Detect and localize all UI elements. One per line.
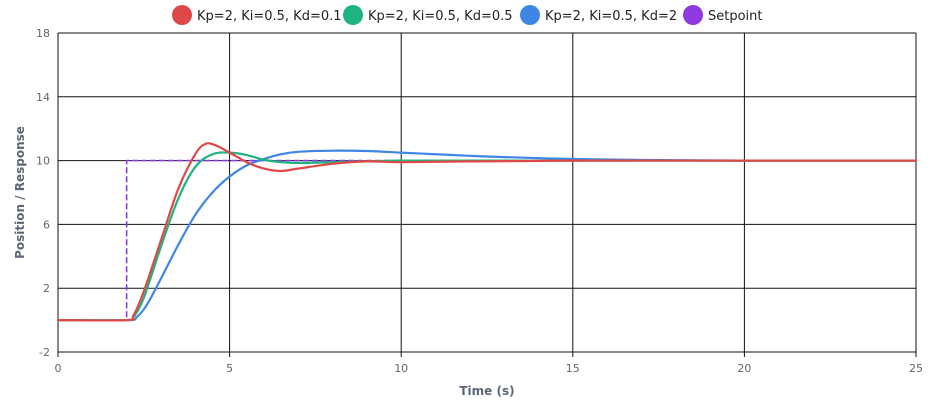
y-axis-title: Position / Response (13, 126, 27, 259)
legend-swatch-1 (343, 5, 363, 25)
x-tick-label: 25 (909, 362, 923, 375)
legend-swatch-2 (520, 5, 540, 25)
legend-label-2: Kp=2, Ki=0.5, Kd=2 (545, 9, 677, 24)
axis-ticks: 0 5 10 15 20 25 -2 2 6 10 14 18 (36, 27, 923, 375)
y-tick-label: -2 (39, 346, 50, 359)
series-line-1 (56, 151, 918, 322)
grid (57, 32, 917, 353)
series-line-2 (56, 149, 918, 322)
x-axis-title: Time (s) (459, 384, 514, 398)
y-tick-label: 10 (36, 155, 50, 168)
y-tick-label: 18 (36, 27, 50, 40)
series-line-3 (57, 159, 917, 321)
legend-swatch-0 (172, 5, 192, 25)
y-tick-label: 14 (36, 91, 50, 104)
x-tick-label: 5 (226, 362, 233, 375)
series-line-0 (56, 142, 918, 322)
legend: Kp=2, Ki=0.5, Kd=0.1 Kp=2, Ki=0.5, Kd=0.5… (172, 5, 763, 25)
x-tick-label: 10 (394, 362, 408, 375)
legend-label-0: Kp=2, Ki=0.5, Kd=0.1 (197, 9, 342, 24)
y-tick-label: 6 (43, 218, 50, 231)
series-lines (56, 142, 918, 322)
x-tick-label: 20 (737, 362, 751, 375)
legend-swatch-3 (683, 5, 703, 25)
legend-label-1: Kp=2, Ki=0.5, Kd=0.5 (368, 9, 513, 24)
x-tick-label: 0 (55, 362, 62, 375)
legend-label-3: Setpoint (708, 9, 763, 24)
x-tick-label: 15 (566, 362, 580, 375)
y-tick-label: 2 (43, 282, 50, 295)
